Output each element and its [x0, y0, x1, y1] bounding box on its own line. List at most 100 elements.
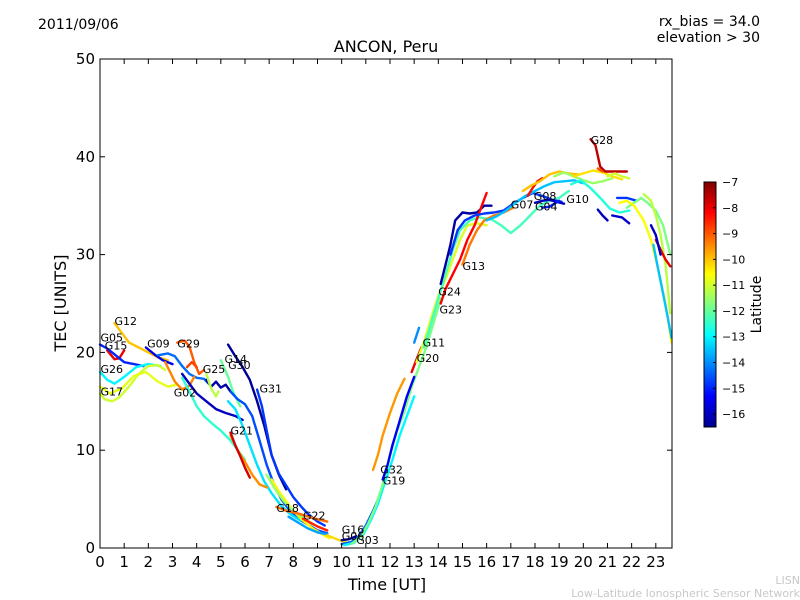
satellite-track-52	[589, 138, 628, 173]
satellite-label-g19: G19	[383, 474, 406, 487]
y-tick-label: 10	[76, 441, 95, 459]
satellite-track-46	[541, 199, 561, 209]
satellite-track-54	[606, 172, 631, 180]
colorbar: −7 −8 −9 −10 −11 −12 −13 −14 −15 −16 Latitude	[703, 176, 765, 428]
x-tick-label: 12	[380, 553, 399, 571]
elevation-label: elevation > 30	[656, 30, 760, 46]
footer-credit: LISN Low-Latitude Ionospheric Sensor Net…	[571, 574, 800, 600]
satellite-label-g28: G28	[591, 134, 614, 147]
x-tick-label: 17	[501, 553, 520, 571]
satellite-track-1	[106, 349, 126, 361]
axis-layer: 0 1 2 3 4 5 6 7 8 9 10 11 12 13 14 15 16 17 18 19 20 21 22 2301…	[76, 50, 672, 571]
x-tick-label: 4	[192, 553, 202, 571]
rx-bias-label: rx_bias = 34.0	[658, 14, 760, 30]
satellite-track-6	[144, 346, 174, 366]
x-tick-label: 7	[264, 553, 274, 571]
satellite-track-3	[98, 362, 162, 385]
y-tick-label: 50	[76, 50, 95, 68]
satellite-track-33	[381, 375, 416, 481]
colorbar-tick-label: −13	[722, 331, 745, 344]
y-tick-label: 40	[76, 148, 95, 166]
x-tick-label: 11	[356, 553, 375, 571]
satellite-track-2	[98, 343, 145, 368]
satellite-track-42	[485, 179, 585, 222]
satellite-track-24	[275, 505, 329, 523]
satellite-label-g30: G30	[228, 359, 251, 372]
x-tick-label: 15	[453, 553, 472, 571]
satellite-label-g26: G26	[101, 363, 124, 376]
x-tick-label: 10	[332, 553, 351, 571]
x-tick-label: 16	[477, 553, 496, 571]
satellite-label-g05: G05	[101, 332, 124, 345]
satellite-label-g08: G08	[534, 190, 557, 203]
colorbar-tick-label: −11	[722, 279, 745, 292]
plot-frame	[99, 58, 673, 549]
y-tick-label: 0	[85, 539, 95, 557]
x-tick-label: 14	[429, 553, 448, 571]
colorbar-tick-label: −10	[722, 253, 745, 266]
satellite-label-g24: G24	[438, 286, 461, 299]
satellite-label-g09: G09	[147, 338, 170, 351]
satellite-track-47	[553, 171, 614, 185]
satellite-label-g03: G03	[356, 534, 379, 547]
satellite-label-g15: G15	[105, 340, 128, 353]
satellite-label-g02: G02	[174, 386, 197, 399]
satellite-track-55	[615, 196, 638, 202]
satellite-track-50	[596, 208, 609, 222]
satellite-track-28	[340, 535, 358, 542]
satellite-label-g14: G14	[225, 353, 248, 366]
satellite-label-g20: G20	[417, 352, 440, 365]
colorbar-tick-label: −14	[722, 357, 745, 370]
x-tick-label: 3	[168, 553, 178, 571]
satellite-label-g04: G04	[535, 201, 558, 214]
satellite-track-39	[439, 191, 488, 305]
footer-lisn: LISN	[775, 574, 800, 587]
x-axis-label: Time [UT]	[347, 575, 426, 594]
satellite-label-g16: G16	[342, 523, 365, 536]
colorbar-tick-label: −16	[722, 408, 745, 421]
satellite-label-g11: G11	[423, 337, 446, 350]
satellite-label-g12: G12	[115, 315, 138, 328]
satellite-label-g18: G18	[276, 502, 299, 515]
satellite-label-g10: G10	[566, 193, 589, 206]
satellite-track-35	[413, 326, 421, 344]
satellite-track-41	[449, 191, 563, 256]
x-tick-label: 23	[646, 553, 665, 571]
x-tick-label: 18	[525, 553, 544, 571]
colorbar-tick-label: −15	[722, 382, 745, 395]
series-layer	[98, 138, 673, 547]
satellite-label-g31: G31	[260, 383, 283, 396]
satellite-track-60	[649, 224, 662, 256]
satellite-track-36	[415, 222, 488, 364]
x-tick-label: 8	[289, 553, 299, 571]
satellite-label-g25: G25	[203, 363, 226, 376]
x-tick-label: 9	[313, 553, 323, 571]
satellite-track-56	[625, 196, 672, 256]
satellite-track-25	[301, 517, 329, 532]
x-tick-label: 20	[574, 553, 593, 571]
x-tick-label: 5	[216, 553, 226, 571]
satellite-track-14	[205, 372, 220, 398]
satellite-track-51	[611, 214, 631, 225]
satellite-track-7	[156, 352, 210, 385]
x-tick-label: 2	[144, 553, 154, 571]
satellite-label-g06: G06	[342, 530, 365, 543]
colorbar-label: Latitude	[749, 276, 765, 334]
satellite-track-53	[596, 167, 604, 173]
satellite-track-11	[181, 372, 244, 422]
date-label: 2011/09/06	[38, 17, 119, 33]
x-tick-label: 21	[598, 553, 617, 571]
colorbar-tick-label: −9	[722, 228, 738, 241]
satellite-label-g21: G21	[231, 425, 254, 438]
satellite-label-g07: G07	[511, 199, 534, 212]
satellite-track-61	[652, 243, 673, 339]
satellite-track-9	[176, 339, 206, 376]
x-tick-label: 6	[240, 553, 250, 571]
colorbar-tick-label: −8	[722, 202, 738, 215]
y-tick-label: 20	[76, 343, 95, 361]
x-tick-label: 22	[622, 553, 641, 571]
colorbar-scale	[703, 181, 717, 428]
satellite-label-g32: G32	[380, 464, 403, 477]
satellite-track-58	[642, 192, 672, 315]
